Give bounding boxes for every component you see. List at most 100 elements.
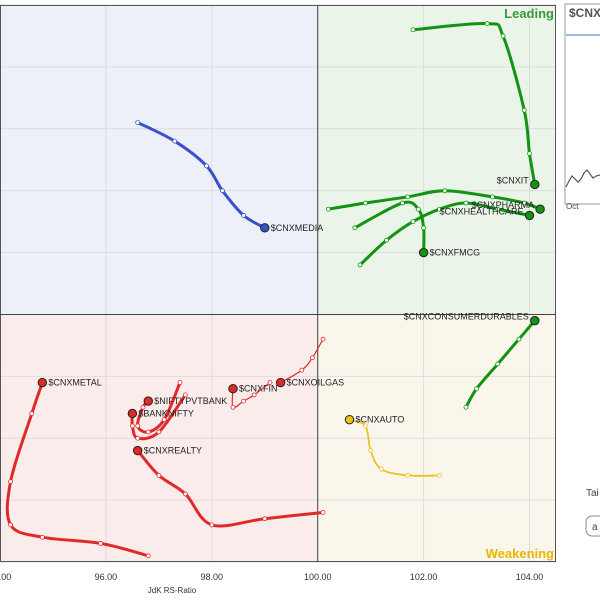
series-head-point — [275, 377, 286, 388]
series-cnxconsumerdurables[interactable] — [463, 315, 540, 410]
tail-point — [410, 27, 416, 33]
tail-point — [405, 472, 411, 478]
mini-chart-trace — [565, 169, 600, 188]
series-cnxfmcg[interactable] — [352, 200, 429, 258]
series-banknifty[interactable] — [127, 392, 188, 441]
tail-point — [98, 541, 104, 546]
tail-control-button[interactable] — [585, 515, 600, 537]
tail-point — [8, 522, 13, 528]
series-label-cnxmedia: $CNXMEDIA — [271, 223, 324, 233]
tail-control-glyph[interactable]: a — [592, 522, 598, 533]
series-head-point — [260, 223, 270, 233]
x-tick-label: 104.00 — [516, 572, 544, 582]
tail-point — [219, 188, 225, 194]
tail-point — [135, 120, 141, 125]
mini-chart-month: Oct — [566, 202, 579, 211]
series-cnxit[interactable] — [410, 21, 540, 190]
series-cnxfin[interactable] — [228, 380, 273, 410]
tail-point — [156, 472, 162, 478]
tail-point — [177, 380, 183, 385]
tail-point — [209, 522, 215, 528]
series-cnxmetal[interactable] — [5, 377, 151, 559]
tail-point — [251, 392, 257, 398]
plot-border — [0, 5, 556, 562]
tail-point — [161, 417, 167, 423]
tail-point — [400, 200, 405, 206]
series-head-point — [344, 414, 355, 425]
series-cnxoilgas[interactable] — [275, 336, 326, 388]
series-label-cnxmetal: $CNXMETAL — [48, 378, 101, 388]
tail-point — [378, 466, 384, 472]
tail-point — [299, 367, 305, 373]
series-head-point — [143, 396, 153, 406]
mini-chart-symbol: $CNX — [569, 6, 600, 20]
tail-point — [521, 200, 527, 206]
series-label-cnxrealty: $CNXREALTY — [144, 446, 202, 456]
series-cnxhealthcare[interactable] — [357, 200, 535, 268]
series-cnxauto[interactable] — [344, 414, 442, 478]
tail-point — [362, 200, 368, 206]
tail-point — [29, 411, 35, 416]
tail-point — [368, 448, 374, 454]
series-head-point — [530, 179, 540, 190]
series-head-point — [228, 384, 238, 394]
tail-point — [140, 404, 146, 410]
series-label-cnxconsumerdurables: $CNXCONSUMERDURABLES — [404, 312, 529, 322]
series-head-point — [37, 377, 48, 388]
tail-point — [495, 206, 501, 212]
series-cnxmedia[interactable] — [135, 120, 270, 233]
tail-point — [384, 237, 389, 243]
tail-point — [145, 429, 151, 435]
tail-point — [516, 336, 522, 342]
tail-point — [8, 479, 13, 484]
tail-point — [442, 188, 448, 194]
series-cnxrealty[interactable] — [132, 445, 326, 528]
tail-point — [135, 423, 141, 429]
mini-chart-frame — [564, 3, 600, 205]
tail-point — [362, 423, 368, 429]
x-tick-label: 102.00 — [410, 572, 438, 582]
tail-point — [490, 194, 495, 200]
tail-point — [415, 206, 421, 212]
series-label-cnxit: $CNXIT — [497, 176, 530, 186]
tail-point — [320, 336, 326, 342]
x-tick-label: 98.00 — [201, 572, 224, 582]
series-head-point — [127, 408, 138, 419]
tail-point — [463, 404, 469, 410]
tail-point — [421, 225, 427, 231]
tail-point — [267, 380, 273, 385]
tail-point — [437, 206, 442, 212]
tail-point — [437, 472, 442, 478]
tail-point — [39, 534, 45, 540]
tail-line — [280, 338, 324, 384]
series-labels: $CNXIT $CNXPHARMA$CNXHEALTHCARE $CNXFMCG $C… — [48, 176, 534, 456]
x-axis-ticks: 94.00 96.00 98.00 100.00 102.00 104.00 — [0, 572, 543, 582]
tail-point — [145, 553, 151, 559]
tail-point — [527, 151, 532, 156]
quadrant-leading — [317, 5, 556, 315]
tail-point — [495, 361, 501, 367]
tail-point — [156, 429, 162, 435]
series-tails — [5, 21, 545, 559]
tail-label: Tai — [586, 488, 599, 499]
x-tick-label: 94.00 — [0, 572, 11, 582]
series-label-cnxpharma: $CNXPHARMA — [472, 200, 535, 210]
tail-point — [241, 398, 246, 404]
series-cnxpharma[interactable] — [325, 188, 545, 214]
tail-point — [172, 138, 178, 144]
series-label-cnxhealthcare: $CNXHEALTHCARE — [440, 206, 524, 216]
x-tick-label: 100.00 — [304, 572, 332, 582]
series-head-point — [535, 204, 545, 214]
x-axis-title: JdK RS-Ratio — [148, 586, 197, 595]
tail-point — [129, 423, 135, 429]
series-label-niftypvtbank: $NIFTYPVTBANK — [154, 396, 227, 406]
quadrant-label-leading: Leading — [504, 6, 554, 21]
series-niftypvtbank[interactable] — [135, 380, 183, 435]
tail-point — [410, 219, 416, 225]
x-tick-label: 96.00 — [95, 572, 118, 582]
tail-point — [204, 163, 209, 169]
tail-point — [182, 392, 188, 398]
tail-point — [310, 355, 315, 361]
tail-point — [320, 510, 326, 515]
series-head-point — [524, 210, 535, 221]
